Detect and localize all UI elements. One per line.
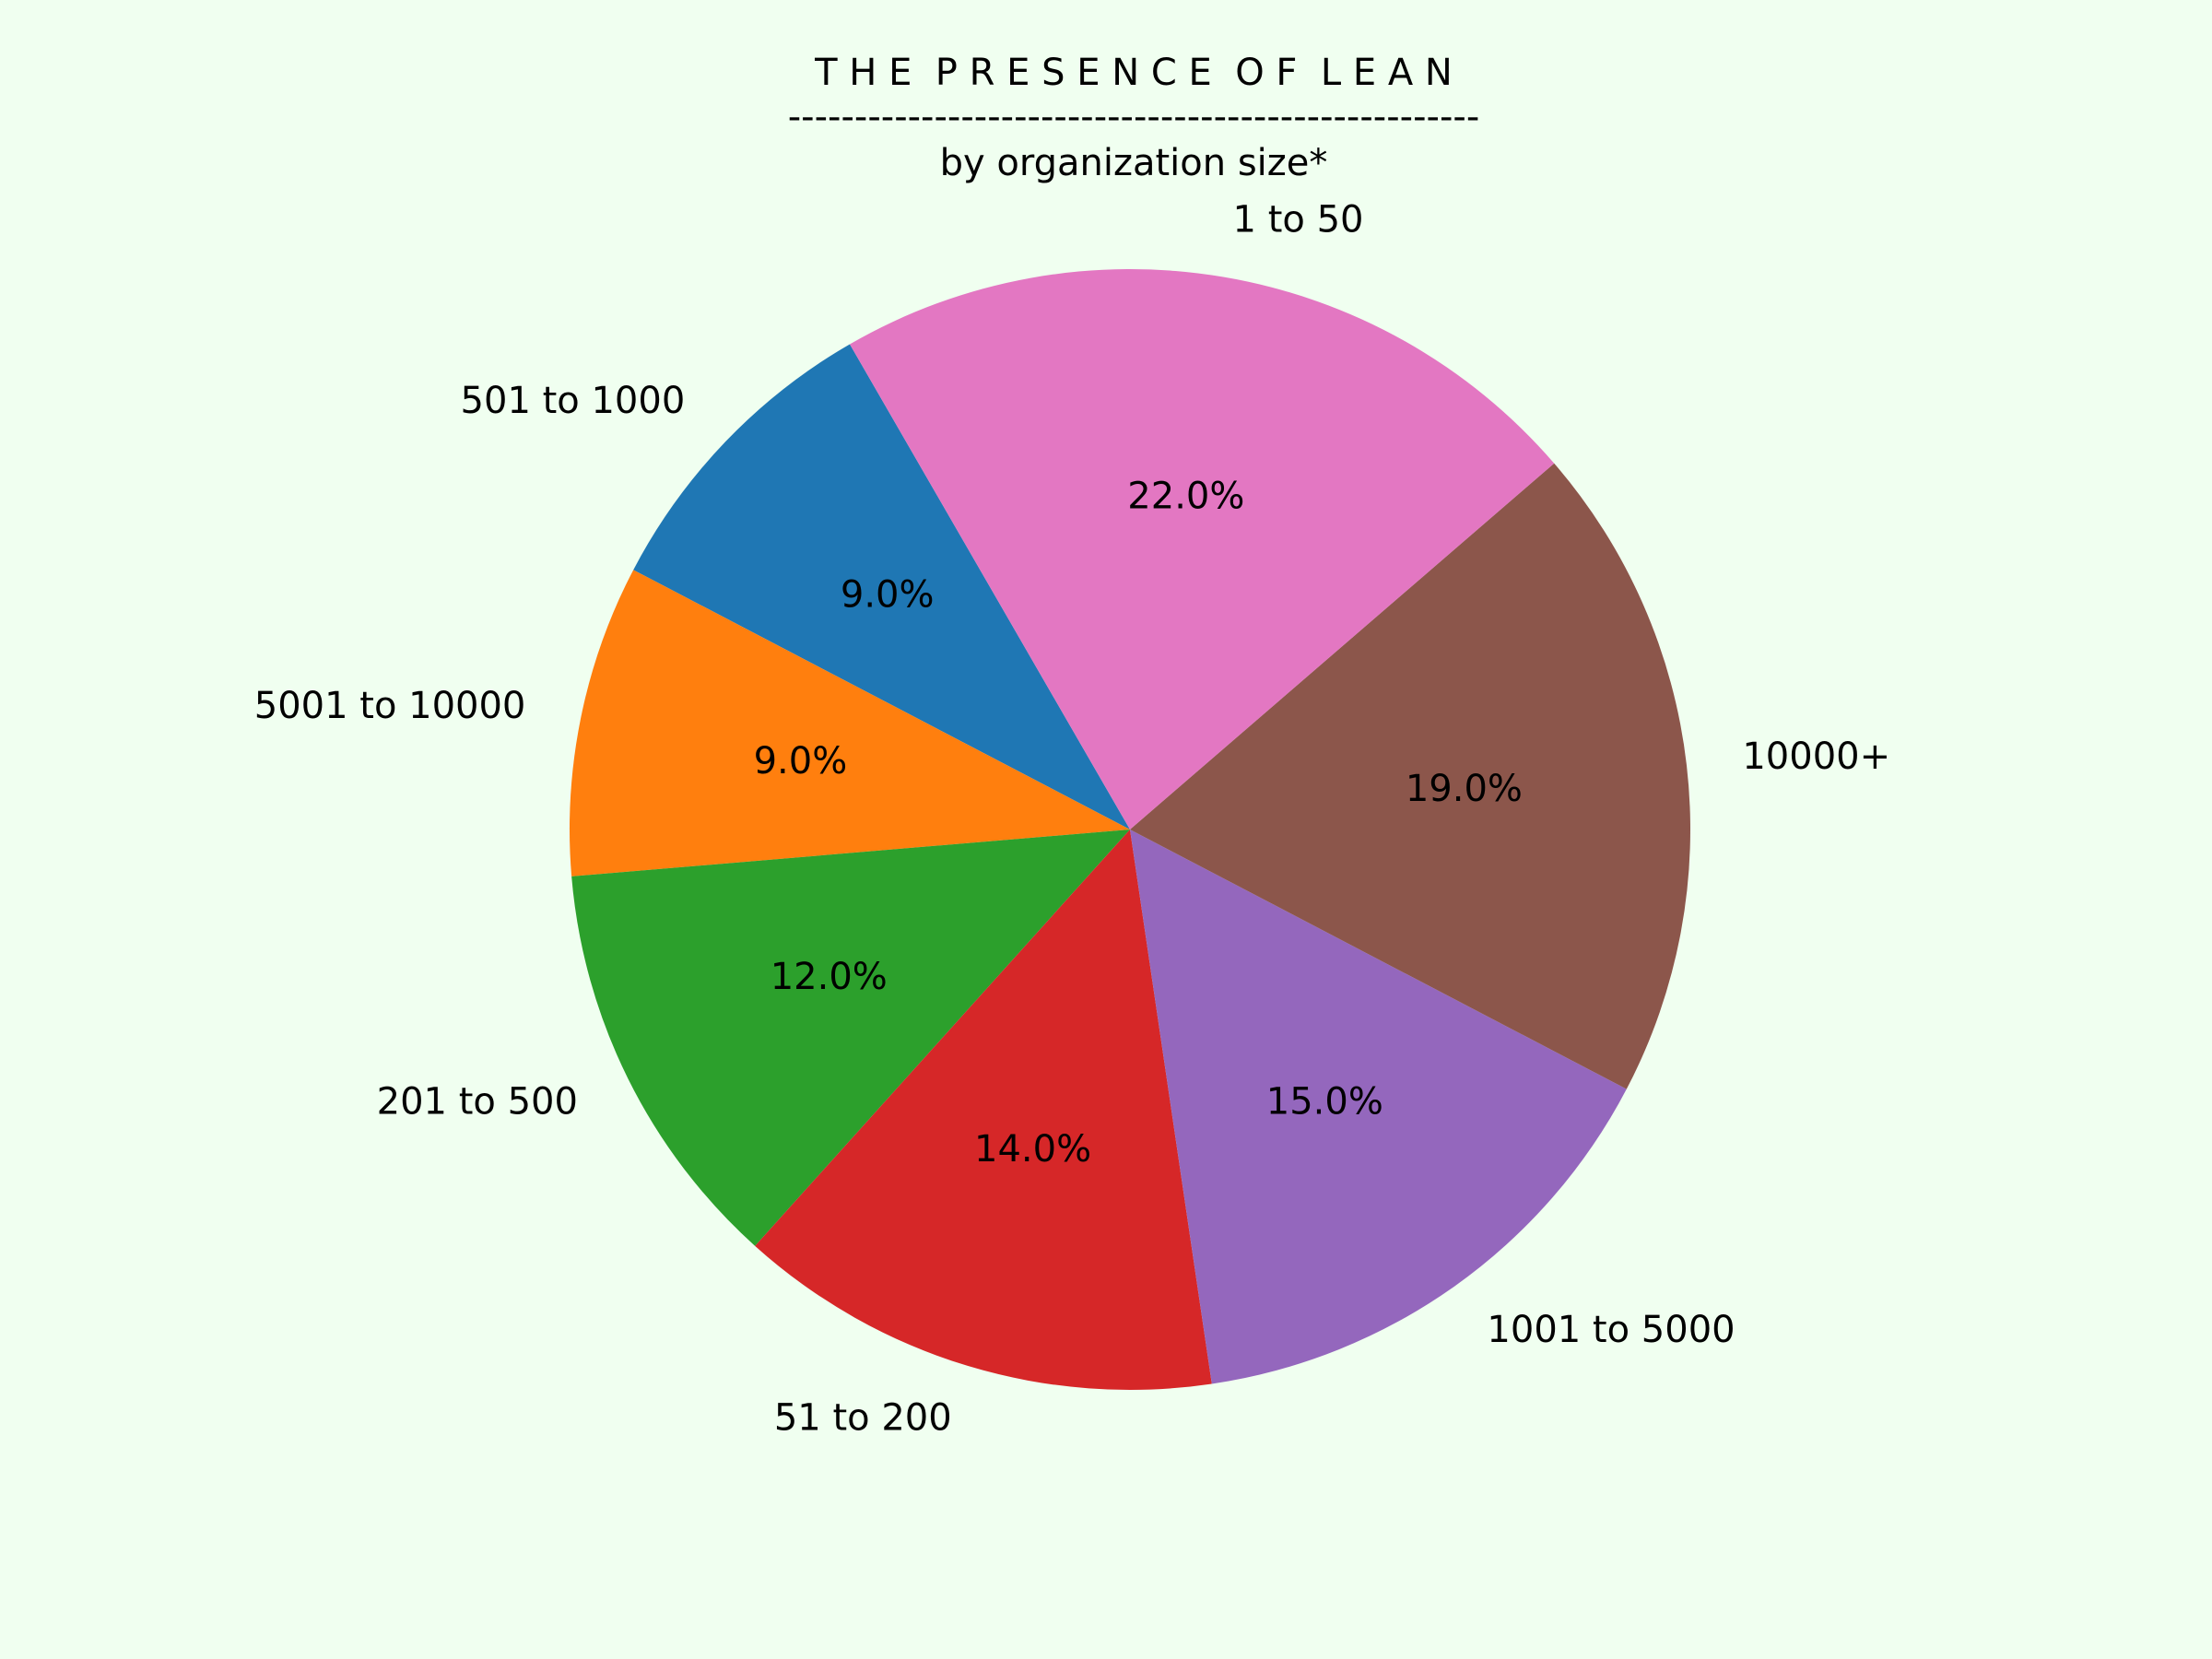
slice-percent-5: 19.0% xyxy=(1406,768,1523,810)
pie-slice-0 xyxy=(633,344,1130,830)
chart-title-rule: ----------------------------------------… xyxy=(788,96,1480,138)
slice-label-1: 5001 to 10000 xyxy=(254,685,526,727)
chart-subtitle: by organization size* xyxy=(940,142,1328,184)
pie-slice-2 xyxy=(571,830,1130,1246)
slice-percent-1: 9.0% xyxy=(754,740,848,782)
pie-slice-3 xyxy=(755,830,1212,1390)
slice-percent-3: 14.0% xyxy=(974,1128,1091,1171)
slice-percent-4: 15.0% xyxy=(1266,1080,1383,1123)
chart-title: T H E P R E S E N C E O F L E A N xyxy=(814,52,1453,94)
slice-percent-0: 9.0% xyxy=(841,574,935,617)
slice-label-5: 10000+ xyxy=(1742,735,1890,778)
pie-labels: 501 to 1000 9.0% 5001 to 10000 9.0% 201 to 5… xyxy=(254,199,1890,1440)
slice-label-2: 201 to 500 xyxy=(377,1080,578,1123)
pie-slice-5 xyxy=(1130,463,1690,1089)
slice-percent-2: 12.0% xyxy=(771,956,888,998)
pie-slice-6 xyxy=(850,269,1555,830)
pie-slice-1 xyxy=(569,570,1130,877)
slice-percent-6: 22.0% xyxy=(1127,475,1244,517)
slice-label-3: 51 to 200 xyxy=(774,1396,952,1439)
slice-label-6: 1 to 50 xyxy=(1233,199,1364,241)
pie-slices xyxy=(569,269,1690,1390)
slice-label-4: 1001 to 5000 xyxy=(1487,1309,1735,1351)
pie-slice-4 xyxy=(1130,830,1627,1384)
chart-title-group: T H E P R E S E N C E O F L E A N ------… xyxy=(788,52,1480,184)
slice-label-0: 501 to 1000 xyxy=(461,380,686,422)
